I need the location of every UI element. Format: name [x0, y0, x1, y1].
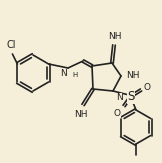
Text: H: H: [72, 72, 77, 78]
Text: S: S: [127, 90, 135, 104]
Text: Cl: Cl: [7, 40, 16, 50]
Text: NH: NH: [74, 110, 88, 119]
Text: O: O: [144, 83, 151, 92]
Text: N: N: [60, 69, 67, 78]
Text: NH: NH: [126, 71, 139, 80]
Text: NH: NH: [108, 32, 122, 41]
Text: N: N: [116, 93, 123, 102]
Text: O: O: [114, 109, 121, 118]
